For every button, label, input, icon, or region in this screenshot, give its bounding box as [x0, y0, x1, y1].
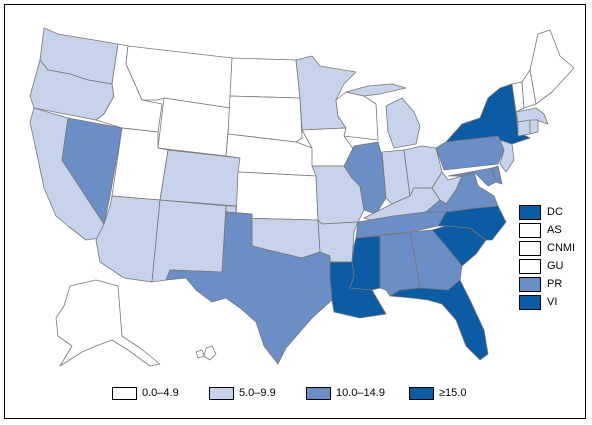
state-ak[interactable]	[55, 279, 161, 367]
territory-swatch	[519, 277, 541, 292]
state-il[interactable]	[343, 141, 387, 215]
state-co[interactable]	[159, 149, 241, 207]
territory-cnmi[interactable]: CNMI	[519, 240, 579, 257]
legend-label: 0.0–4.9	[142, 387, 179, 399]
state-wy[interactable]	[157, 97, 231, 157]
territory-swatch	[519, 205, 541, 220]
legend-label: 10.0–14.9	[336, 387, 385, 399]
map-legend: 0.0–4.9 5.0–9.9 10.0–14.9 ≥15.0	[112, 386, 552, 402]
territory-swatch	[519, 241, 541, 256]
legend-label: ≥15.0	[439, 387, 467, 399]
state-nv[interactable]	[61, 117, 123, 225]
state-va[interactable]	[425, 171, 499, 213]
legend-label: 5.0–9.9	[239, 387, 276, 399]
territory-pr[interactable]: PR	[519, 276, 579, 293]
territory-vi[interactable]: VI	[519, 294, 579, 311]
territory-label: AS	[547, 224, 562, 236]
state-de[interactable]	[491, 165, 503, 185]
state-mi[interactable]	[385, 97, 421, 149]
state-ri[interactable]	[529, 119, 539, 135]
territory-gu[interactable]: GU	[519, 258, 579, 275]
state-pa[interactable]	[435, 135, 505, 171]
state-ct[interactable]	[517, 119, 531, 137]
state-hi[interactable]	[195, 349, 205, 359]
state-sd[interactable]	[227, 95, 303, 143]
territory-legend: DC AS CNMI GU PR VI	[519, 204, 579, 312]
territory-as[interactable]: AS	[519, 222, 579, 239]
state-tx[interactable]	[165, 211, 333, 365]
legend-swatch	[112, 387, 137, 400]
territory-swatch	[519, 259, 541, 274]
state-mt[interactable]	[125, 45, 233, 109]
legend-swatch	[306, 387, 331, 400]
territory-swatch	[519, 295, 541, 310]
state-hi-big[interactable]	[203, 345, 217, 361]
legend-swatch	[409, 387, 434, 400]
state-nd[interactable]	[229, 57, 301, 99]
territory-dc[interactable]: DC	[519, 204, 579, 221]
state-mi-upper[interactable]	[345, 83, 407, 97]
territory-label: CNMI	[547, 242, 576, 254]
state-me[interactable]	[529, 29, 575, 105]
territory-label: PR	[547, 278, 563, 290]
state-nm[interactable]	[151, 199, 227, 283]
territory-swatch	[519, 223, 541, 238]
state-ms[interactable]	[349, 235, 381, 291]
legend-swatch	[209, 387, 234, 400]
territory-label: DC	[547, 206, 563, 218]
state-fl[interactable]	[389, 279, 489, 361]
territory-label: VI	[547, 296, 558, 308]
state-nj[interactable]	[499, 139, 515, 173]
territory-label: GU	[547, 260, 564, 272]
state-ks[interactable]	[235, 171, 319, 221]
state-ne[interactable]	[225, 133, 317, 177]
